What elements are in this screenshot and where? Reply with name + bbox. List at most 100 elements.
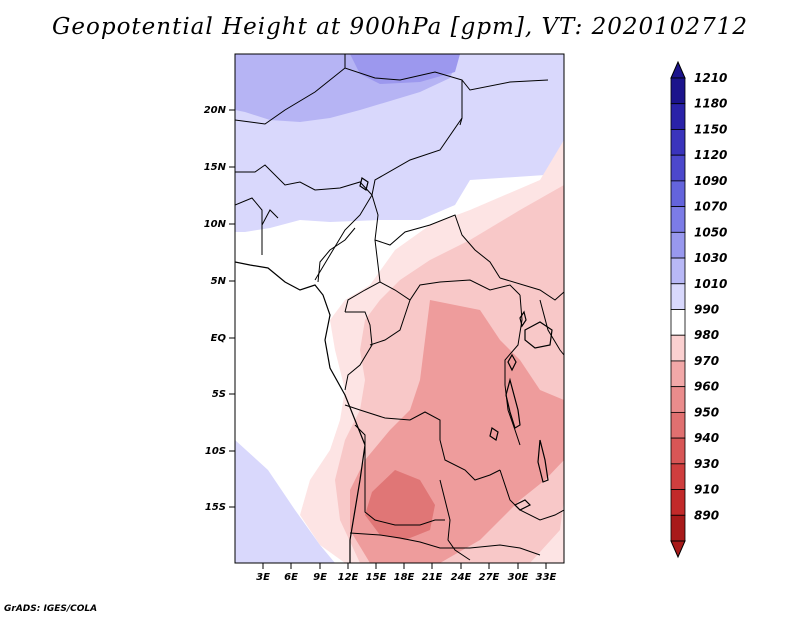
lake-kivu — [507, 353, 517, 372]
lon-tick: 3E — [256, 563, 270, 583]
lat-axis: 20N 15N 10N 5N EQ 5S 10S 15S — [204, 105, 235, 513]
colorbar-swatch — [670, 360, 686, 388]
colorbar-label: 940 — [694, 431, 719, 445]
lon-label: 3E — [256, 572, 270, 583]
colorbar-swatch — [670, 257, 686, 285]
lon-tick: 9E — [313, 563, 327, 583]
border-south-5 — [349, 532, 541, 556]
lon-tick: 30E — [508, 563, 529, 583]
lake-tanganyika — [505, 377, 521, 429]
lon-label: 18E — [394, 572, 415, 583]
field-blue-deep-top — [350, 54, 460, 84]
colorbar-label: 960 — [694, 380, 719, 394]
colorbar-label: 1010 — [694, 277, 727, 291]
lake-albert — [519, 310, 527, 328]
lake-malawi — [537, 439, 549, 483]
colorbar-swatch — [670, 129, 686, 156]
lon-tick: 33E — [536, 563, 557, 583]
colorbar-swatch — [670, 309, 686, 336]
lon-label: 6E — [284, 572, 298, 583]
colorbar-label: 970 — [694, 354, 719, 368]
lon-label: 27E — [479, 572, 500, 583]
colorbar-swatch — [670, 283, 686, 310]
border-north-5 — [235, 164, 373, 196]
border-east-3 — [539, 299, 564, 356]
border-central-3 — [344, 239, 381, 313]
lat-label: EQ — [211, 333, 227, 344]
colorbar-label: 1090 — [694, 174, 727, 188]
lat-tick: 10N — [204, 219, 235, 230]
colorbar-label: 910 — [694, 483, 719, 497]
lake-kariba — [513, 499, 532, 511]
lon-tick: 18E — [394, 563, 415, 583]
border-north-3 — [461, 79, 549, 91]
colorbar-label: 890 — [694, 508, 719, 522]
lat-tick: 5N — [211, 276, 235, 287]
border-south-1 — [344, 404, 501, 481]
lat-tick: 15N — [204, 162, 235, 173]
colorbar-top-arrow — [670, 60, 686, 79]
lat-label: 5N — [211, 276, 227, 287]
lon-label: 33E — [536, 572, 557, 583]
lon-tick: 27E — [479, 563, 500, 583]
credit-label: GrADS: IGES/COLA — [4, 604, 98, 614]
lat-label: 5S — [212, 389, 226, 400]
colorbar-bottom-arrow — [670, 540, 686, 559]
lon-label: 24E — [451, 572, 472, 583]
lat-label: 20N — [204, 105, 227, 116]
lon-label: 9E — [313, 572, 327, 583]
lon-label: 12E — [338, 572, 359, 583]
lat-label: 10S — [205, 446, 226, 457]
colorbar-label: 1050 — [694, 225, 727, 239]
lon-label: 30E — [508, 572, 529, 583]
field-shading — [235, 54, 564, 563]
colorbar-swatch — [670, 411, 686, 439]
border-congo-1 — [344, 311, 373, 391]
border-congo-2 — [369, 299, 411, 346]
lon-tick: 15E — [366, 563, 387, 583]
map-frame — [234, 53, 565, 564]
lat-label: 10N — [204, 219, 227, 230]
lat-tick: 5S — [212, 389, 235, 400]
colorbar-swatch — [670, 77, 686, 105]
colorbar-swatch — [670, 206, 686, 233]
lake-mweru — [489, 427, 499, 441]
border-west-1 — [235, 197, 263, 255]
lon-tick: 21E — [422, 563, 443, 583]
colorbar-swatch — [670, 463, 686, 490]
lon-label: 21E — [422, 572, 443, 583]
lon-tick: 24E — [451, 563, 472, 583]
colorbar-label: 1210 — [694, 71, 727, 85]
colorbar-swatch — [670, 514, 686, 542]
field-red-deep — [365, 470, 435, 540]
colorbar-label: 1150 — [694, 122, 727, 136]
lon-tick: 6E — [284, 563, 298, 583]
border-central-1 — [371, 194, 501, 279]
colorbar-label: 990 — [694, 303, 719, 317]
border-east-1 — [499, 277, 564, 301]
colorbar-label: 950 — [694, 405, 719, 419]
colorbar-swatch — [670, 334, 686, 362]
lon-tick: 12E — [338, 563, 359, 583]
field-blue-southwest — [235, 440, 335, 563]
colorbar: 1210 1180 1150 1120 1090 1070 1050 1030 1010 990 9… — [670, 60, 727, 559]
lat-tick: 15S — [205, 502, 235, 513]
border-central-4 — [379, 279, 521, 301]
colorbar-swatch — [670, 437, 686, 465]
border-south-2 — [354, 424, 445, 526]
map-lines — [235, 54, 564, 563]
lat-label: 15N — [204, 162, 227, 173]
map-title: Geopotential Height at 900hPa [gpm], VT:… — [52, 14, 748, 40]
colorbar-label: 930 — [694, 457, 719, 471]
colorbar-label: 1180 — [694, 97, 727, 111]
coastline — [235, 261, 366, 563]
colorbar-swatch — [670, 154, 686, 182]
lat-tick: 20N — [204, 105, 235, 116]
colorbar-swatch — [670, 231, 686, 259]
colorbar-swatch — [670, 180, 686, 208]
colorbar-swatch — [670, 489, 686, 516]
lat-tick: 10S — [205, 446, 235, 457]
lon-axis: 3E 6E 9E 12E 15E 18E 21E 24E 27E 30E 33E — [256, 563, 557, 583]
lat-label: 15S — [205, 502, 226, 513]
